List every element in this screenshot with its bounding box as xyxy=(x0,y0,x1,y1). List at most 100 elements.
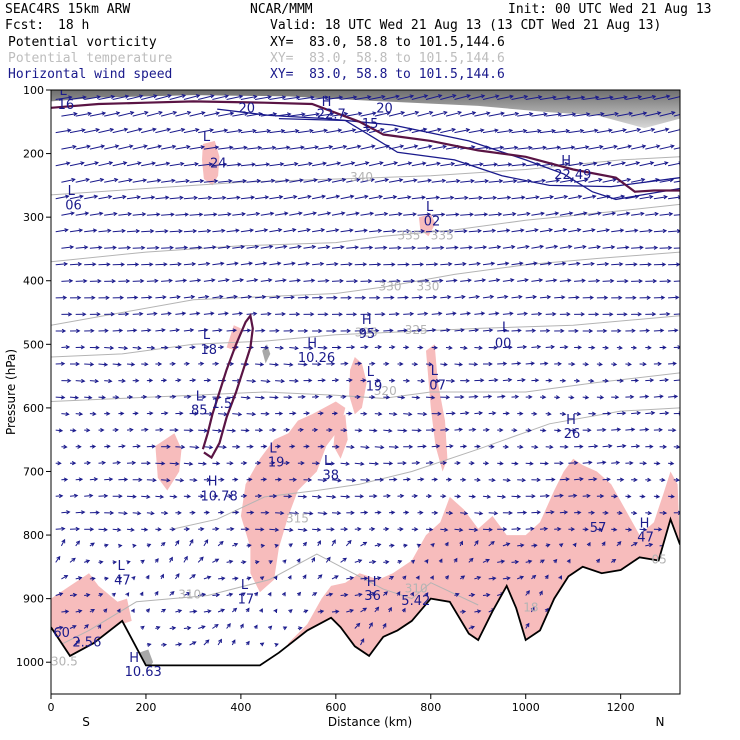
wind-vector xyxy=(269,96,286,100)
wind-vector-head xyxy=(122,194,127,200)
wind-vector xyxy=(667,129,680,134)
wind-vector-head xyxy=(323,345,328,350)
wind-vector-head xyxy=(437,94,443,99)
wind-vector-head xyxy=(670,494,675,499)
wind-vector-head xyxy=(316,527,322,532)
wind-vector-head xyxy=(319,609,325,614)
wind-vector-head xyxy=(437,411,442,416)
wind-vector xyxy=(269,130,285,134)
theta-label: 05 xyxy=(652,553,667,567)
wind-vector xyxy=(331,246,344,249)
wind-vector xyxy=(126,528,134,531)
wind-vector-head xyxy=(410,278,416,284)
wind-vector xyxy=(212,197,226,200)
wind-vector-head xyxy=(419,345,424,350)
wind-vector xyxy=(218,413,228,415)
wind-vector-head xyxy=(514,394,520,399)
wind-vector-head xyxy=(68,95,73,100)
wind-vector-head xyxy=(615,460,621,465)
wind-vector-head xyxy=(390,295,395,300)
wind-vector-head xyxy=(335,444,340,449)
wind-vector-head xyxy=(289,328,295,334)
wind-vector xyxy=(89,145,105,150)
wind-vector-head xyxy=(524,278,529,283)
wind-vector xyxy=(383,162,398,167)
wind-vector xyxy=(232,413,242,415)
wind-vector-head xyxy=(605,228,611,233)
wind-vector-head xyxy=(404,295,409,300)
wind-vector-head xyxy=(675,477,680,483)
wind-vector xyxy=(232,246,245,249)
wind-vector-head xyxy=(182,278,188,283)
wind-vector-head xyxy=(105,295,110,300)
wind-vector-head xyxy=(69,245,75,250)
wind-vector-head xyxy=(321,378,326,383)
wind-vector-head xyxy=(494,377,499,383)
wind-vector-head xyxy=(419,262,425,267)
wind-vector xyxy=(588,146,603,150)
wind-vector-head xyxy=(331,539,336,544)
wind-vector-head xyxy=(558,575,562,580)
wind-vector-head xyxy=(128,178,133,183)
wind-vector-head xyxy=(527,559,533,564)
wind-vector-head xyxy=(586,112,591,117)
wind-vector xyxy=(488,279,500,282)
wind-vector xyxy=(175,312,186,315)
wind-vector xyxy=(197,556,204,563)
wind-vector-head xyxy=(326,211,332,216)
wind-vector-head xyxy=(228,592,234,597)
wind-vector xyxy=(303,113,319,117)
wind-vector xyxy=(368,162,383,167)
wind-vector-head xyxy=(150,345,156,350)
wind-vector-head xyxy=(75,526,81,532)
wind-vector xyxy=(517,279,528,282)
wind-vector-head xyxy=(642,361,647,367)
wind-vector xyxy=(582,495,590,497)
wind-vector-head xyxy=(662,228,668,234)
wind-vector-head xyxy=(215,526,220,532)
wind-vector-head xyxy=(514,559,520,565)
wind-vector xyxy=(631,412,641,415)
wind-vector-head xyxy=(395,94,400,99)
wind-vector-head xyxy=(509,94,514,99)
wind-vector-head xyxy=(575,378,581,383)
wind-vector-head xyxy=(485,427,490,433)
wind-vector-head xyxy=(254,244,260,249)
wind-vector-head xyxy=(181,311,187,316)
terrain-fill xyxy=(51,519,680,694)
wind-vector xyxy=(559,212,573,216)
wind-vector-head xyxy=(587,428,592,433)
wind-vector-head xyxy=(145,574,150,580)
wind-vector-head xyxy=(661,477,666,483)
wind-vector-head xyxy=(423,311,429,316)
wind-vector-head xyxy=(149,229,155,234)
wind-vector xyxy=(525,196,539,200)
wind-vector xyxy=(98,128,114,134)
wind-vector xyxy=(488,112,504,117)
wind-vector-head xyxy=(684,179,687,182)
wind-vector-head xyxy=(410,559,416,564)
wind-vector-head xyxy=(96,95,102,100)
wind-vector-head xyxy=(612,177,618,182)
wind-vector-head xyxy=(470,592,476,598)
wind-vector-head xyxy=(310,278,316,283)
wind-vector-head xyxy=(194,162,199,167)
wind-vector-head xyxy=(454,245,459,250)
theta-label: 325 xyxy=(405,323,428,337)
wind-vector xyxy=(146,313,157,315)
wind-vector-head xyxy=(402,575,407,580)
positive-pv-region xyxy=(278,458,680,666)
wind-vector-head xyxy=(191,345,196,350)
pv-label: L xyxy=(60,84,68,99)
wind-vector xyxy=(240,130,256,134)
wind-vector-head xyxy=(384,527,390,532)
theta-label: 315 xyxy=(286,511,309,525)
wind-vector-head xyxy=(621,411,627,416)
wind-vector xyxy=(141,329,151,332)
wind-vector-head xyxy=(220,261,225,266)
wind-vector-head xyxy=(161,461,166,466)
wind-vector xyxy=(673,113,680,117)
wind-vector-head xyxy=(317,540,321,545)
wind-vector xyxy=(497,95,514,100)
wind-vector xyxy=(554,262,566,266)
